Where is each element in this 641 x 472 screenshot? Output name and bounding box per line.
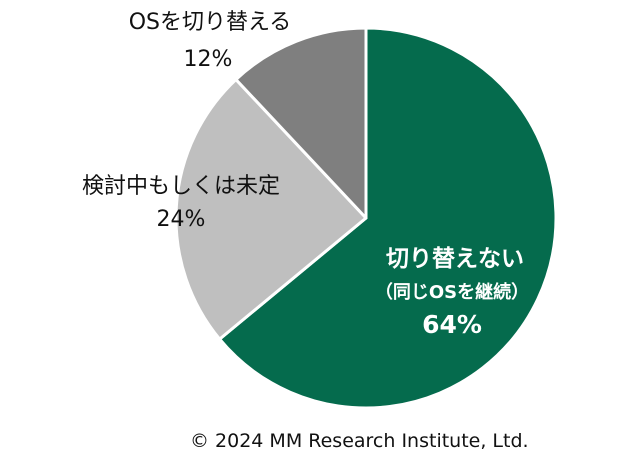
pie-slice-keep-os <box>218 26 558 410</box>
slice-value-undecided: 24% <box>157 207 206 232</box>
pie-slice-undecided <box>174 77 368 341</box>
slice-label-undecided: 検討中もしくは未定 <box>82 174 280 199</box>
slice-label-switch-os: OSを切り替える <box>129 10 292 35</box>
pie-slice-switch-os <box>234 26 368 220</box>
slice-label-keep-os: 切り替えない <box>386 246 524 272</box>
slice-value-keep-os: 64% <box>422 310 482 339</box>
slice-sublabel-keep-os: （同じOSを継続） <box>375 281 529 303</box>
copyright-notice: © 2024 MM Research Institute, Ltd. <box>190 430 529 452</box>
pie-slices <box>174 26 558 410</box>
slice-value-switch-os: 12% <box>184 47 233 72</box>
